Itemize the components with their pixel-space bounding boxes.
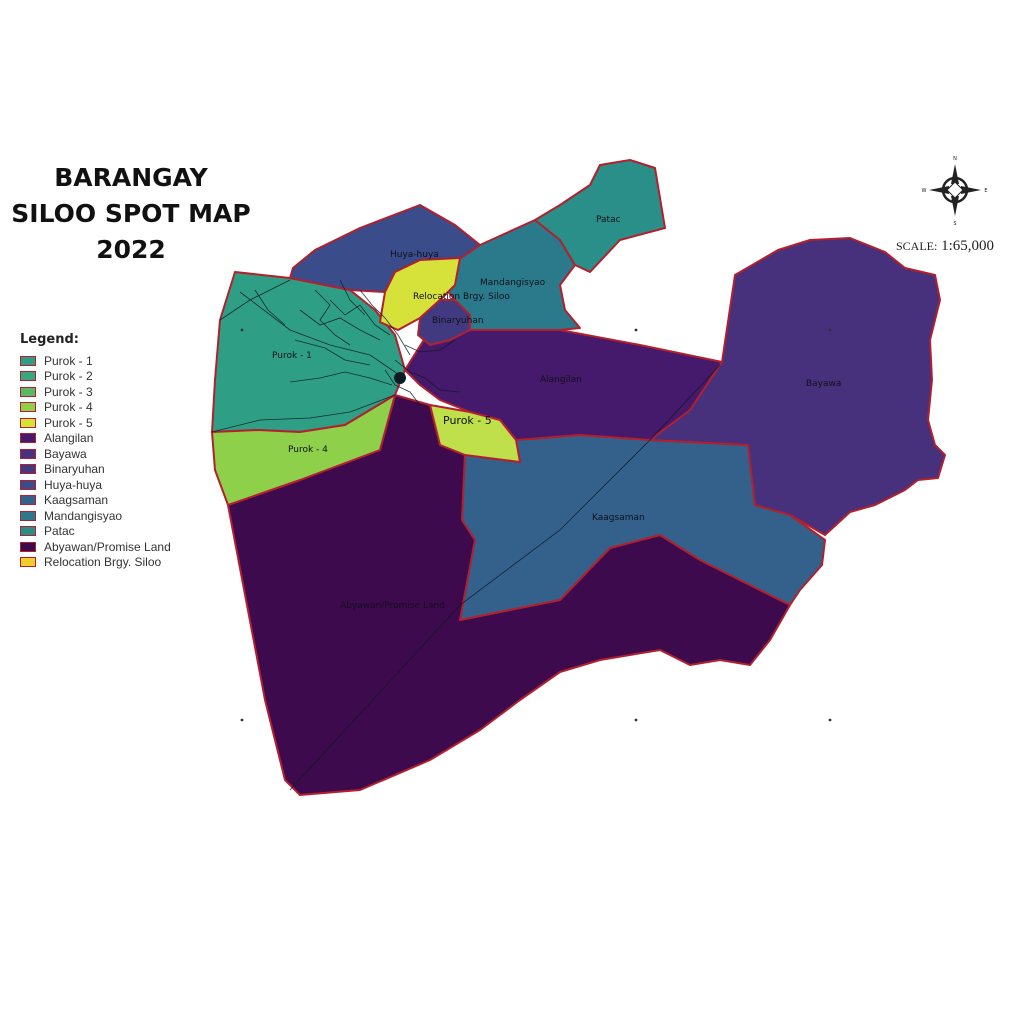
legend-swatch (20, 495, 36, 506)
legend-item: Purok - 4 (20, 400, 171, 416)
legend-swatch (20, 448, 36, 459)
map-title-line-2: SILOO SPOT MAP (11, 199, 251, 228)
legend-label: Purok - 2 (44, 369, 93, 384)
map-title-line-3: 2022 (96, 235, 166, 264)
label-binaryuhan: Binaryuhan (432, 316, 484, 326)
legend-title: Legend: (20, 332, 79, 347)
legend-swatch (20, 541, 36, 552)
label-purok4: Purok - 4 (288, 445, 328, 455)
legend-items: Purok - 1 Purok - 2 Purok - 3 Purok - 4 Puro… (20, 353, 171, 570)
legend-label: Mandangisyao (44, 508, 123, 523)
legend-item: Alangilan (20, 431, 171, 447)
compass-rose-icon: N S E W (922, 156, 988, 227)
region-labels: Huya-huya Patac Mandangisyao Relocation … (272, 215, 841, 611)
scale-prefix: SCALE: (896, 239, 938, 253)
label-relocation: Relocation Brgy. Siloo (413, 292, 510, 302)
label-kaagsaman: Kaagsaman (592, 513, 645, 523)
legend-swatch (20, 402, 36, 413)
legend-swatch (20, 479, 36, 490)
scale-value: 1:65,000 (941, 238, 995, 254)
legend-label: Purok - 1 (44, 353, 93, 368)
legend-label: Purok - 5 (44, 415, 93, 430)
label-mandangisyao: Mandangisyao (480, 278, 546, 288)
legend-label: Purok - 3 (44, 384, 93, 399)
compass-n: N (953, 156, 957, 162)
region-purok5[interactable] (429, 404, 521, 463)
legend-item: Purok - 5 (20, 415, 171, 431)
legend-label: Binaryuhan (44, 462, 105, 477)
legend-item: Bayawa (20, 446, 171, 462)
map-scale: SCALE: 1:65,000 (896, 238, 994, 255)
map-title-line-1: BARANGAY (54, 163, 208, 192)
legend-item: Purok - 3 (20, 384, 171, 400)
legend-swatch (20, 433, 36, 444)
map-legend: Legend: Purok - 1 Purok - 2 Purok - 3 Purok… (20, 332, 171, 570)
label-huya-huya: Huya-huya (390, 250, 439, 260)
legend-label: Abyawan/Promise Land (44, 539, 171, 554)
legend-label: Alangilan (44, 431, 94, 446)
legend-swatch (20, 417, 36, 428)
legend-swatch (20, 464, 36, 475)
region-relocation[interactable] (379, 257, 461, 331)
legend-label: Huya-huya (44, 477, 103, 492)
graticule-marks (240, 328, 832, 722)
legend-swatch (20, 355, 36, 366)
legend-label: Kaagsaman (44, 493, 109, 508)
label-patac: Patac (596, 215, 621, 225)
compass-w: W (922, 188, 927, 194)
region-binaryuhan[interactable] (417, 299, 471, 346)
legend-item: Patac (20, 524, 171, 540)
road-network (211, 279, 721, 791)
label-bayawa: Bayawa (806, 379, 841, 389)
region-patac[interactable] (534, 159, 666, 273)
compass-s: S (953, 221, 956, 227)
legend-item: Binaryuhan (20, 462, 171, 478)
legend-swatch (20, 557, 36, 568)
map-title: BARANGAY SILOO SPOT MAP 2022 (0, 160, 262, 268)
legend-label: Purok - 4 (44, 400, 93, 415)
legend-item: Purok - 2 (20, 369, 171, 385)
compass-e: E (984, 188, 987, 194)
legend-swatch (20, 371, 36, 382)
legend-item: Mandangisyao (20, 508, 171, 524)
town-center-marker (394, 372, 406, 384)
label-purok1: Purok - 1 (272, 351, 312, 361)
legend-swatch (20, 386, 36, 397)
legend-item: Abyawan/Promise Land (20, 539, 171, 555)
region-alangilan[interactable] (404, 329, 723, 441)
legend-label: Patac (44, 524, 75, 539)
legend-swatch (20, 526, 36, 537)
region-bayawa[interactable] (649, 237, 946, 536)
region-purok4[interactable] (211, 394, 396, 506)
label-alangilan: Alangilan (540, 375, 582, 385)
legend-item: Relocation Brgy. Siloo (20, 555, 171, 571)
legend-item: Kaagsaman (20, 493, 171, 509)
legend-item: Purok - 1 (20, 353, 171, 369)
label-abyawan: Abyawan/Promise Land (340, 601, 445, 611)
legend-label: Bayawa (44, 446, 87, 461)
legend-label: Relocation Brgy. Siloo (44, 555, 162, 570)
label-purok5: Purok - 5 (443, 414, 492, 427)
legend-item: Huya-huya (20, 477, 171, 493)
legend-swatch (20, 510, 36, 521)
